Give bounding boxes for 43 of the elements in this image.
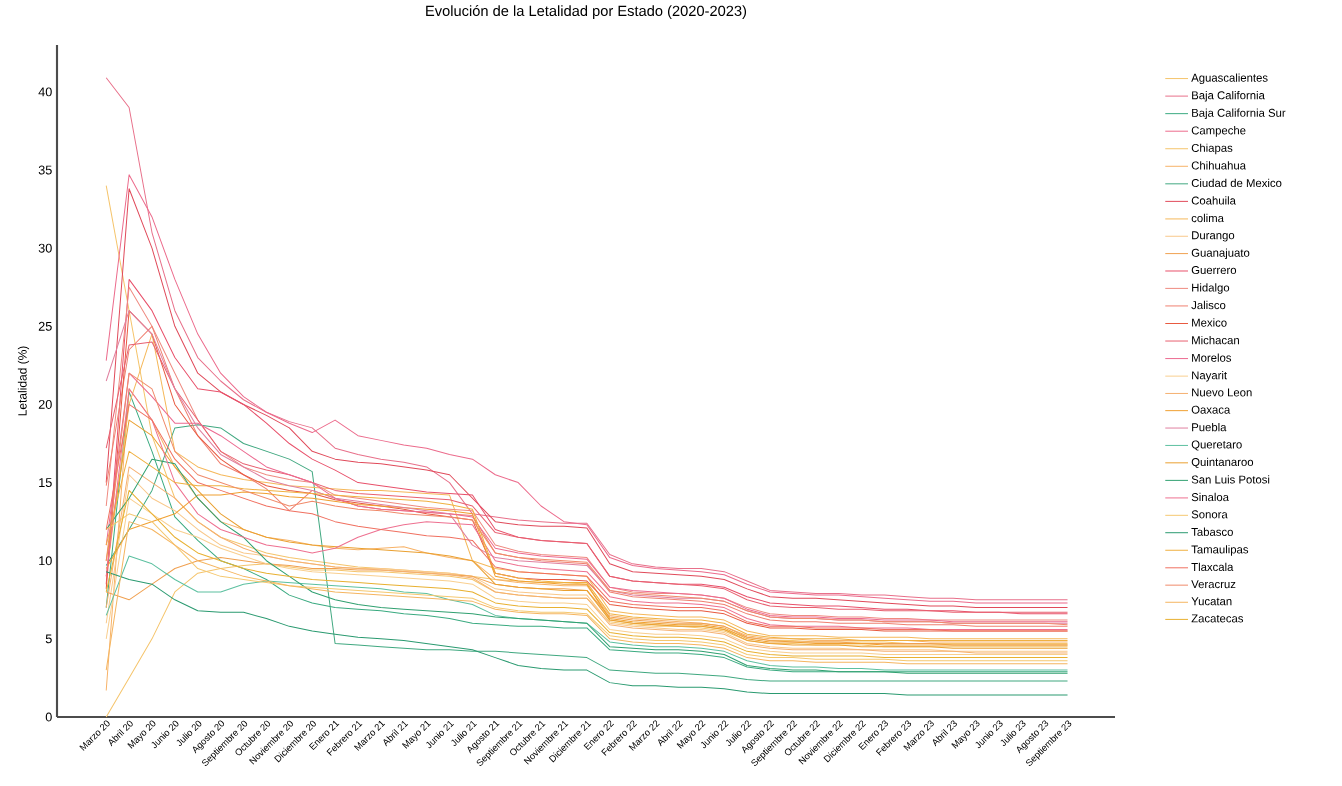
- y-tick-label: 30: [38, 243, 52, 253]
- legend-label: Quintanaroo: [1191, 457, 1254, 469]
- legend-label: Mexico: [1192, 318, 1227, 327]
- legend-label: Baja California Sur: [1192, 108, 1286, 120]
- y-tick-label: 25: [38, 321, 52, 331]
- legend-label: Jalisco: [1191, 300, 1226, 310]
- legend-label: Chihuahua: [1191, 161, 1246, 170]
- legend-label: colima: [1191, 213, 1224, 223]
- y-tick-label: 0: [45, 712, 52, 722]
- legend-label: Zacatecas: [1191, 614, 1244, 623]
- y-tick-label: 5: [45, 634, 52, 644]
- legend-label: Durango: [1192, 231, 1235, 242]
- legend-label: Guerrero: [1191, 266, 1237, 275]
- legend-label: Puebla: [1192, 422, 1227, 432]
- chart-title: Evolución de la Letalidad por Estado (2020-2023): [426, 5, 747, 19]
- legend-label: Tamaulipas: [1191, 545, 1249, 556]
- legend-label: Campeche: [1191, 126, 1246, 137]
- legend-label: Oaxaca: [1191, 405, 1231, 414]
- legend-label: Nayarit: [1192, 371, 1228, 382]
- legend-label: Ciudad de Mexico: [1191, 178, 1282, 188]
- legend-label: Morelos: [1192, 353, 1232, 362]
- legend-label: Tlaxcala: [1191, 562, 1234, 572]
- legend-label: Sinaloa: [1191, 492, 1229, 502]
- legend-label: Hidalgo: [1192, 283, 1230, 294]
- y-tick-label: 35: [38, 165, 52, 175]
- y-tick-label: 40: [38, 87, 52, 97]
- legend-label: Baja California: [1192, 90, 1265, 102]
- y-tick-label: 15: [39, 478, 52, 487]
- legend-label: Veracruz: [1191, 580, 1236, 589]
- legend-label: Coahuila: [1191, 196, 1236, 205]
- legend-label: Sonora: [1191, 510, 1228, 519]
- y-tick-label: 20: [38, 399, 52, 409]
- legend-label: Nuevo Leon: [1192, 388, 1252, 397]
- y-tick-label: 10: [39, 556, 52, 566]
- legend-label: Tabasco: [1191, 527, 1233, 536]
- legend-label: San Luis Potosi: [1191, 475, 1270, 484]
- legend-label: Yucatan: [1191, 597, 1232, 606]
- legend-label: Queretaro: [1191, 440, 1242, 451]
- legend-label: Aguascalientes: [1191, 73, 1268, 84]
- legend-label: Chiapas: [1191, 143, 1233, 155]
- legend-label: Guanajuato: [1191, 248, 1250, 260]
- y-axis-title: Letalidad (%): [17, 346, 30, 416]
- legend-label: Michacan: [1192, 335, 1239, 345]
